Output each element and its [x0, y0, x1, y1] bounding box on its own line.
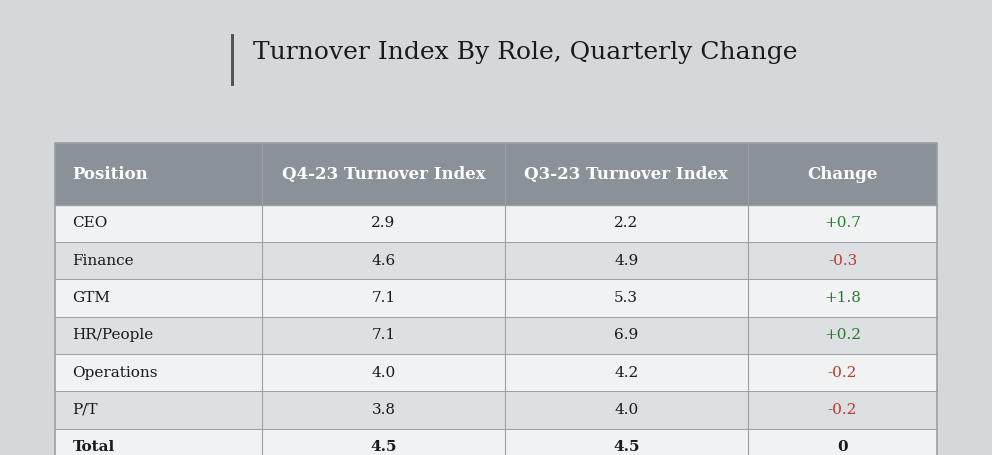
Text: 7.1: 7.1 [371, 291, 396, 305]
Text: Turnover Index By Role, Quarterly Change: Turnover Index By Role, Quarterly Change [253, 41, 798, 64]
Text: 4.6: 4.6 [371, 254, 396, 268]
Text: Finance: Finance [72, 254, 134, 268]
Text: HR/People: HR/People [72, 329, 154, 342]
Text: Q3-23 Turnover Index: Q3-23 Turnover Index [525, 166, 728, 182]
Text: P/T: P/T [72, 403, 98, 417]
Text: 0: 0 [837, 440, 848, 454]
Text: Q4-23 Turnover Index: Q4-23 Turnover Index [282, 166, 485, 182]
Text: Operations: Operations [72, 366, 158, 379]
Text: -0.2: -0.2 [828, 403, 857, 417]
Text: 7.1: 7.1 [371, 329, 396, 342]
Text: +0.7: +0.7 [824, 217, 861, 230]
Text: -0.2: -0.2 [828, 366, 857, 379]
Text: 2.9: 2.9 [371, 217, 396, 230]
Text: 4.5: 4.5 [613, 440, 640, 454]
Text: 5.3: 5.3 [614, 291, 638, 305]
Text: GTM: GTM [72, 291, 110, 305]
Text: 4.0: 4.0 [371, 366, 396, 379]
Text: 4.5: 4.5 [370, 440, 397, 454]
Text: Total: Total [72, 440, 115, 454]
Text: Position: Position [72, 166, 148, 182]
Text: 3.8: 3.8 [371, 403, 396, 417]
Text: -0.3: -0.3 [828, 254, 857, 268]
Text: 4.2: 4.2 [614, 366, 638, 379]
Text: +1.8: +1.8 [824, 291, 861, 305]
Text: +0.2: +0.2 [824, 329, 861, 342]
Text: 4.9: 4.9 [614, 254, 638, 268]
Text: 6.9: 6.9 [614, 329, 638, 342]
Text: 2.2: 2.2 [614, 217, 638, 230]
Text: CEO: CEO [72, 217, 108, 230]
Text: 4.0: 4.0 [614, 403, 638, 417]
Text: Change: Change [807, 166, 878, 182]
